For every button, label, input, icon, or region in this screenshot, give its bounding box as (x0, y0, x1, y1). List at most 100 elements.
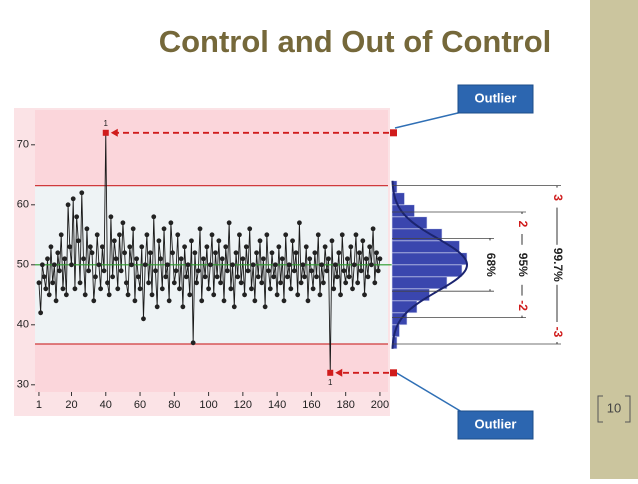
point (149, 292, 155, 298)
point (269, 250, 275, 256)
point (106, 292, 112, 298)
point (297, 220, 302, 226)
point (204, 244, 210, 250)
point (235, 274, 241, 280)
point (341, 268, 347, 274)
point (70, 196, 76, 202)
point (240, 256, 246, 262)
x-tick-label: 1 (36, 399, 42, 411)
point (353, 232, 359, 238)
label-gap (483, 244, 497, 285)
point (329, 238, 335, 244)
y-tick-label: 60 (17, 199, 29, 211)
point (293, 250, 299, 256)
point (343, 280, 349, 286)
point (230, 262, 235, 268)
point (98, 286, 104, 292)
y-tick-label: 50 (17, 259, 29, 271)
point (65, 202, 71, 208)
point (319, 262, 325, 268)
point (211, 292, 217, 298)
point (120, 220, 126, 226)
label-gap (516, 214, 528, 234)
label-gap (551, 322, 563, 342)
point (156, 238, 162, 244)
point (185, 262, 191, 268)
point (48, 244, 54, 250)
point (86, 268, 92, 274)
x-tick-label: 160 (302, 399, 320, 411)
outlier-edge-marker (390, 369, 397, 377)
point (375, 268, 381, 274)
outlier-label: 1 (104, 119, 109, 128)
point (84, 226, 90, 232)
point (365, 274, 371, 280)
point (201, 256, 206, 262)
point (62, 256, 68, 262)
histogram-bar (391, 264, 463, 278)
histogram-bar (391, 204, 415, 218)
point (153, 268, 158, 274)
point (219, 256, 225, 262)
point (170, 250, 176, 256)
chart: 3040506070120406080100120140160180200111… (14, 108, 565, 416)
point (122, 250, 128, 256)
series-line (38, 132, 381, 373)
point (238, 280, 244, 286)
point (314, 274, 319, 280)
point (75, 238, 81, 244)
outlier-marker (102, 129, 109, 136)
point (257, 238, 263, 244)
label-gap (551, 187, 563, 208)
x-tick-label: 140 (268, 399, 286, 411)
point (93, 274, 98, 280)
point (180, 304, 186, 310)
point (38, 310, 44, 316)
point (45, 256, 50, 262)
point (226, 220, 232, 226)
point (249, 286, 254, 292)
point (320, 280, 326, 286)
point (154, 304, 160, 310)
callout-line (394, 371, 463, 413)
point (195, 268, 201, 274)
point (192, 250, 198, 256)
label-gap (515, 244, 529, 285)
point (223, 244, 229, 250)
point (207, 262, 213, 268)
point (43, 286, 49, 292)
point (317, 292, 323, 298)
point (108, 214, 114, 220)
point (113, 256, 119, 262)
callout-box (457, 410, 534, 440)
point (46, 292, 52, 298)
sigma-label: 3 (551, 194, 565, 201)
point (298, 280, 304, 286)
callout-line (394, 111, 463, 129)
point (146, 280, 152, 286)
point (202, 274, 208, 280)
point (39, 262, 45, 268)
point (137, 286, 143, 292)
point (252, 298, 258, 304)
point (228, 286, 234, 292)
callout-text: Outlier (475, 90, 517, 105)
point (302, 274, 307, 280)
point (96, 262, 102, 268)
point (142, 262, 148, 268)
y-tick-label: 30 (17, 379, 29, 391)
point (125, 292, 131, 298)
point (151, 214, 157, 220)
y-tick-label: 70 (17, 139, 29, 151)
point (264, 232, 270, 238)
point (273, 262, 278, 268)
point (175, 232, 181, 238)
point (356, 250, 362, 256)
point (171, 280, 177, 286)
point (363, 256, 369, 262)
point (338, 292, 343, 298)
point (134, 256, 140, 262)
point (231, 304, 237, 310)
x-tick-label: 180 (336, 399, 354, 411)
point (346, 274, 352, 280)
